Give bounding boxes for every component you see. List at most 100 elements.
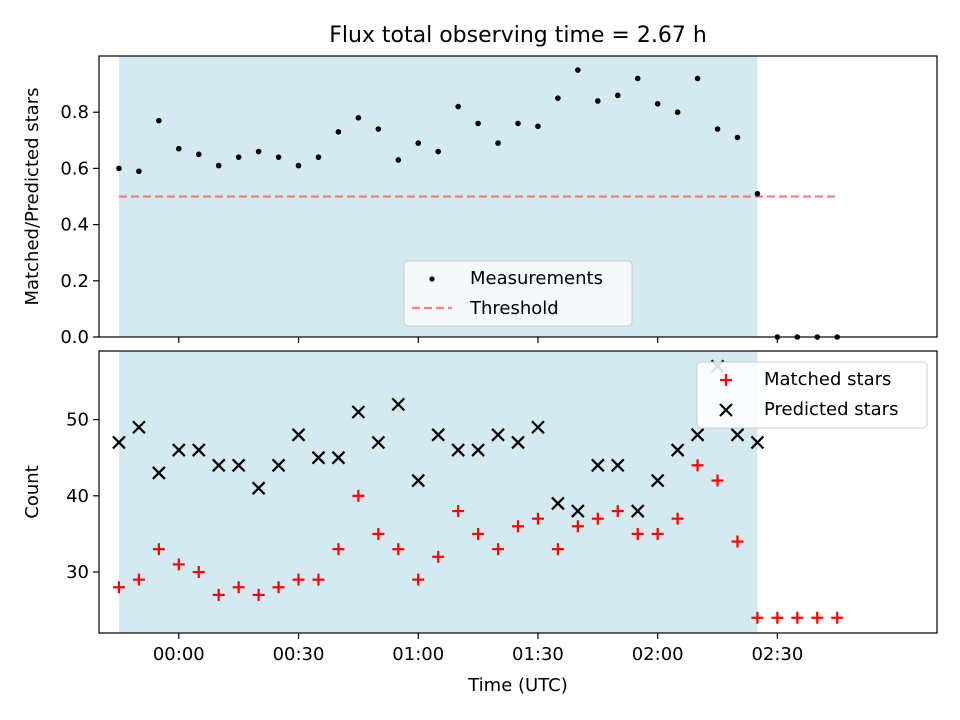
matched-star-point (512, 520, 524, 533)
y-tick-label: 0.8 (60, 102, 89, 123)
matched-star-point (631, 527, 644, 540)
matched-star-point (591, 512, 604, 525)
matched-star-point (112, 581, 125, 594)
predicted-star-point (271, 458, 286, 473)
predicted-star-point (191, 443, 206, 457)
predicted-star-point (511, 435, 525, 450)
x-tick-label: 00:00 (153, 644, 205, 665)
measurement-point (355, 115, 362, 121)
matched-star-point (152, 543, 165, 556)
measurement-point (634, 75, 641, 82)
measurement-point (495, 140, 501, 146)
predicted-star-point (411, 473, 426, 488)
measurement-point (654, 100, 661, 107)
matched-star-point (651, 527, 664, 540)
legend-matched-label: Matched stars (764, 369, 891, 390)
matched-star-point (132, 573, 145, 586)
top-data-points (116, 67, 841, 340)
predicted-star-point (132, 420, 146, 434)
matched-star-point (272, 581, 285, 594)
y-tick-label: 0.0 (60, 327, 89, 348)
predicted-star-point (351, 405, 366, 419)
bottom-observing-span (118, 351, 758, 633)
matched-star-point (192, 566, 205, 579)
bottom-panel: 30 40 50 00:00 00:30 01:00 01:30 02:00 02:30 Co… (22, 350, 938, 696)
bottom-legend-box (696, 361, 928, 429)
legend-threshold-label: Threshold (469, 298, 559, 319)
matched-star-point (212, 588, 225, 601)
matched-star-point (551, 543, 564, 556)
top-axes-frame (98, 55, 938, 338)
matched-star-point (691, 459, 704, 472)
predicted-star-point (172, 443, 186, 457)
measurement-point (435, 148, 441, 155)
matched-star-point (711, 474, 724, 487)
predicted-star-point (451, 443, 465, 457)
measurement-point (515, 120, 521, 127)
measurement-point (674, 109, 681, 115)
matched-star-point (492, 543, 505, 556)
predicted-star-point (571, 504, 585, 518)
measurement-point (415, 140, 422, 146)
legend-plus-glyph (720, 374, 732, 386)
bottom-y-ticks: 30 40 50 (66, 410, 99, 583)
predicted-star-point (630, 504, 645, 518)
measurement-point (475, 120, 481, 127)
matched-star-point (611, 505, 624, 518)
matched-star-point (771, 611, 784, 624)
matched-stars-points (112, 459, 844, 624)
measurement-point (176, 145, 182, 152)
measurement-point (575, 67, 581, 73)
chart-title: Flux total observing time = 2.67 h (329, 23, 707, 48)
matched-star-point (452, 505, 465, 518)
bottom-legend: Matched stars Predicted stars (696, 361, 928, 429)
matched-star-point (252, 588, 265, 601)
measurement-point (156, 117, 162, 124)
legend-matched-marker (720, 374, 732, 386)
measurement-point (195, 151, 202, 158)
y-tick-label: 0.2 (60, 271, 89, 292)
predicted-star-point (750, 435, 765, 450)
matched-star-point (731, 535, 744, 548)
predicted-star-point (491, 428, 505, 442)
predicted-star-point (670, 443, 685, 457)
predicted-star-point (650, 473, 665, 488)
measurement-point (455, 103, 461, 110)
measurement-point (754, 190, 761, 197)
predicted-star-point (231, 458, 246, 473)
measurement-point (295, 162, 302, 169)
predicted-star-point (591, 458, 605, 473)
y-tick-label: 0.6 (60, 158, 89, 179)
predicted-star-point (152, 466, 166, 480)
matched-star-point (292, 573, 305, 586)
predicted-star-point (291, 428, 306, 442)
measurement-point (375, 126, 382, 132)
matched-star-point (472, 527, 485, 540)
matched-star-point (531, 512, 544, 525)
measurement-point (315, 154, 322, 160)
measurement-point (275, 154, 282, 160)
y-tick-label: 50 (66, 410, 89, 431)
legend-x-glyph (719, 403, 733, 417)
matched-star-point (372, 527, 385, 540)
matched-star-point (352, 489, 365, 502)
matched-star-point (312, 573, 325, 586)
predicted-star-point (331, 450, 346, 465)
top-legend: Measurements Threshold (403, 260, 633, 327)
matched-star-point (172, 558, 185, 571)
legend-predicted-marker (719, 403, 733, 417)
top-y-axis-label: Matched/Predicted stars (22, 88, 43, 306)
predicted-star-point (551, 496, 565, 511)
x-tick-label: 00:30 (273, 644, 325, 665)
matched-star-point (412, 573, 425, 586)
x-tick-label: 01:30 (512, 644, 564, 665)
x-tick-label: 02:00 (632, 644, 684, 665)
matched-star-point (232, 581, 245, 594)
measurement-point (136, 168, 142, 175)
measurement-point (116, 165, 122, 172)
measurement-point (555, 95, 561, 101)
x-tick-label: 01:00 (392, 644, 444, 665)
predicted-star-point (610, 458, 625, 473)
bottom-x-ticks: 00:00 00:30 01:00 01:30 02:00 02:30 (153, 633, 803, 665)
